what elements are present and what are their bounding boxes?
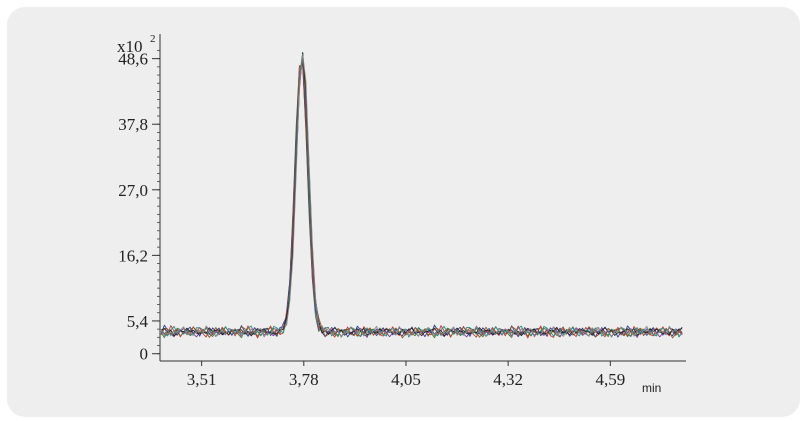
y-tick-label: 16,2: [118, 246, 148, 265]
axes: 0 5,4 16,2 27,0 37,8 48,6 3,51 3,78 4,05 4,32 4,5…: [118, 34, 686, 389]
x-axis-unit-label: min: [642, 381, 661, 395]
x-major-ticks: 3,51 3,78 4,05 4,32 4,59: [187, 361, 625, 389]
chromatogram-trace: [160, 59, 683, 338]
x-tick-label: 3,78: [289, 370, 319, 389]
x-tick-label: 3,51: [187, 370, 217, 389]
y-tick-label: 5,4: [127, 312, 149, 331]
y-multiplier-label: x10: [117, 37, 143, 56]
chromatogram-trace: [160, 65, 683, 339]
chromatogram-trace: [160, 52, 683, 337]
chromatogram-trace: [160, 57, 683, 339]
y-multiplier-exponent: 2: [150, 33, 156, 45]
chromatogram-trace: [160, 51, 683, 338]
plot-area: [160, 51, 683, 339]
x-tick-label: 4,32: [493, 370, 523, 389]
x-tick-label: 4,59: [595, 370, 625, 389]
y-major-ticks: 0 5,4 16,2 27,0 37,8 48,6: [118, 50, 160, 364]
chromatogram-trace: [160, 53, 683, 338]
chart-card: [7, 7, 800, 417]
y-tick-label: 48,6: [118, 50, 148, 69]
chromatogram-trace: [160, 62, 683, 339]
y-tick-label: 27,0: [118, 181, 148, 200]
chromatogram-trace: [160, 62, 683, 338]
y-tick-label: 0: [140, 345, 149, 364]
x-tick-label: 4,05: [391, 370, 421, 389]
y-tick-label: 37,8: [118, 115, 148, 134]
